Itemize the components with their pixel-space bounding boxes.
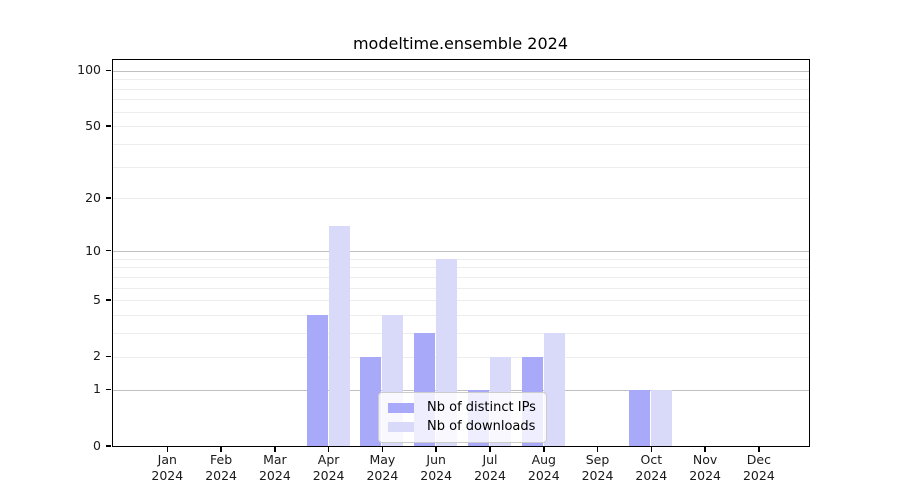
minor-gridline [113,276,809,278]
x-tick-month: Dec [746,452,771,467]
plot-area: Nb of distinct IPs Nb of downloads [112,59,810,447]
bar-downloads [543,333,565,446]
x-tick-label: Apr 2024 [297,452,361,484]
legend-swatch [388,421,414,432]
minor-gridline [113,333,809,335]
x-tick-label: Aug 2024 [512,452,576,484]
x-tick-month: Apr [317,452,340,467]
x-axis-tick [435,446,437,452]
x-tick-label: Sep 2024 [566,452,630,484]
x-axis-tick [489,446,491,452]
major-gridline [113,70,809,72]
x-axis-tick [543,446,545,452]
y-tick-label: 0 [93,437,101,453]
minor-gridline [113,198,809,200]
y-tick-label: 2 [93,348,101,364]
y-tick-label: 50 [85,117,101,133]
x-axis-tick [381,446,384,452]
x-axis-tick [327,446,330,452]
bar-downloads [328,225,350,446]
x-tick-label: Dec 2024 [727,452,791,484]
x-tick-year: 2024 [742,468,775,483]
minor-gridline [113,126,809,128]
y-axis-tick [106,197,111,199]
x-tick-label: Feb 2024 [189,452,253,484]
x-tick-year: 2024 [312,468,345,483]
x-tick-year: 2024 [151,468,184,483]
x-tick-month: Aug [531,452,556,467]
minor-gridline [113,79,809,81]
x-axis-tick [274,446,276,452]
x-tick-label: Jun 2024 [404,452,468,484]
legend-label: Nb of downloads [427,419,536,434]
y-tick-label: 1 [93,381,101,397]
y-axis-tick [106,125,111,127]
bar-downloads [651,389,673,446]
x-tick-label: Oct 2024 [619,452,683,484]
x-tick-month: Oct [640,452,663,467]
y-axis-tick [106,69,111,72]
x-axis-tick [220,446,222,452]
x-axis-tick [166,446,169,452]
minor-gridline [113,111,809,113]
minor-gridline [113,287,809,289]
x-tick-month: Nov [692,452,718,467]
x-tick-label: Mar 2024 [243,452,307,484]
legend-row: Nb of distinct IPs [388,398,536,417]
x-tick-label: Jan 2024 [135,452,199,484]
x-tick-label: May 2024 [350,452,414,484]
minor-gridline [113,258,809,260]
x-tick-month: Sep [585,452,610,467]
chart-title: modeltime.ensemble 2024 [352,34,569,53]
x-axis-tick [650,446,653,452]
minor-gridline [113,88,809,90]
y-tick-label: 5 [93,292,101,307]
x-tick-month: Feb [210,452,233,467]
x-tick-year: 2024 [581,468,614,483]
minor-gridline [113,300,809,302]
y-axis-tick [106,299,111,301]
y-axis-tick [106,388,111,391]
minor-gridline [113,166,809,168]
x-tick-year: 2024 [689,468,721,483]
x-axis-tick [704,446,706,452]
bar-distinct-ips [360,356,382,446]
y-axis-tick [106,249,111,252]
bar-distinct-ips [629,389,651,446]
legend-row: Nb of downloads [388,417,536,436]
legend: Nb of distinct IPs Nb of downloads [378,392,547,443]
bar-distinct-ips [306,315,328,446]
x-tick-year: 2024 [635,468,668,483]
x-axis-tick [596,446,599,452]
y-tick-label: 20 [85,190,101,206]
x-tick-year: 2024 [366,468,399,483]
minor-gridline [113,99,809,101]
legend-label: Nb of distinct IPs [427,400,536,415]
x-tick-year: 2024 [205,468,237,483]
y-axis-tick [106,355,111,358]
y-tick-label: 100 [77,62,101,78]
x-tick-month: Jul [482,452,498,467]
x-tick-year: 2024 [527,468,560,483]
y-axis-tick [106,445,111,447]
x-tick-month: Jun [426,452,446,467]
x-tick-month: May [369,452,396,467]
x-tick-label: Nov 2024 [673,452,737,484]
y-tick-label: 10 [85,242,101,258]
minor-gridline [113,356,809,358]
minor-gridline [113,143,809,145]
minor-gridline [113,315,809,317]
x-tick-month: Jan [157,452,177,467]
x-tick-year: 2024 [420,468,453,483]
x-tick-year: 2024 [474,468,506,483]
x-tick-year: 2024 [258,468,291,483]
x-axis-tick [758,446,760,452]
major-gridline [113,250,809,252]
x-tick-label: Jul 2024 [458,452,522,484]
major-gridline [113,389,809,391]
minor-gridline [113,267,809,269]
x-tick-month: Mar [263,452,287,467]
legend-swatch [388,402,414,413]
